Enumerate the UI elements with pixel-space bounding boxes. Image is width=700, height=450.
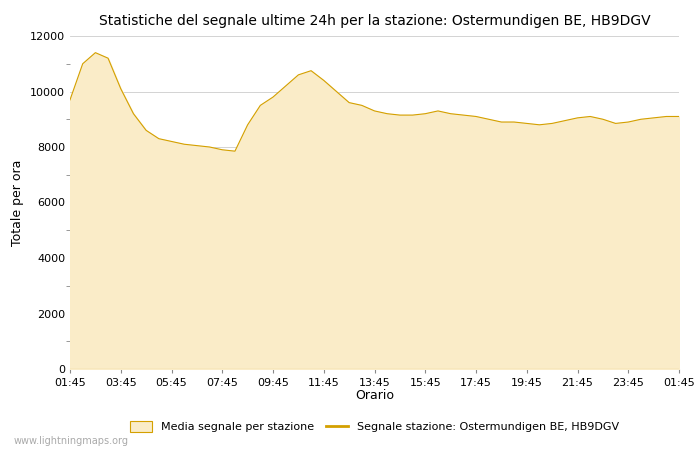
X-axis label: Orario: Orario — [355, 389, 394, 402]
Legend: Media segnale per stazione, Segnale stazione: Ostermundigen BE, HB9DGV: Media segnale per stazione, Segnale staz… — [126, 416, 623, 436]
Y-axis label: Totale per ora: Totale per ora — [11, 159, 25, 246]
Title: Statistiche del segnale ultime 24h per la stazione: Ostermundigen BE, HB9DGV: Statistiche del segnale ultime 24h per l… — [99, 14, 650, 28]
Text: www.lightningmaps.org: www.lightningmaps.org — [14, 436, 129, 446]
